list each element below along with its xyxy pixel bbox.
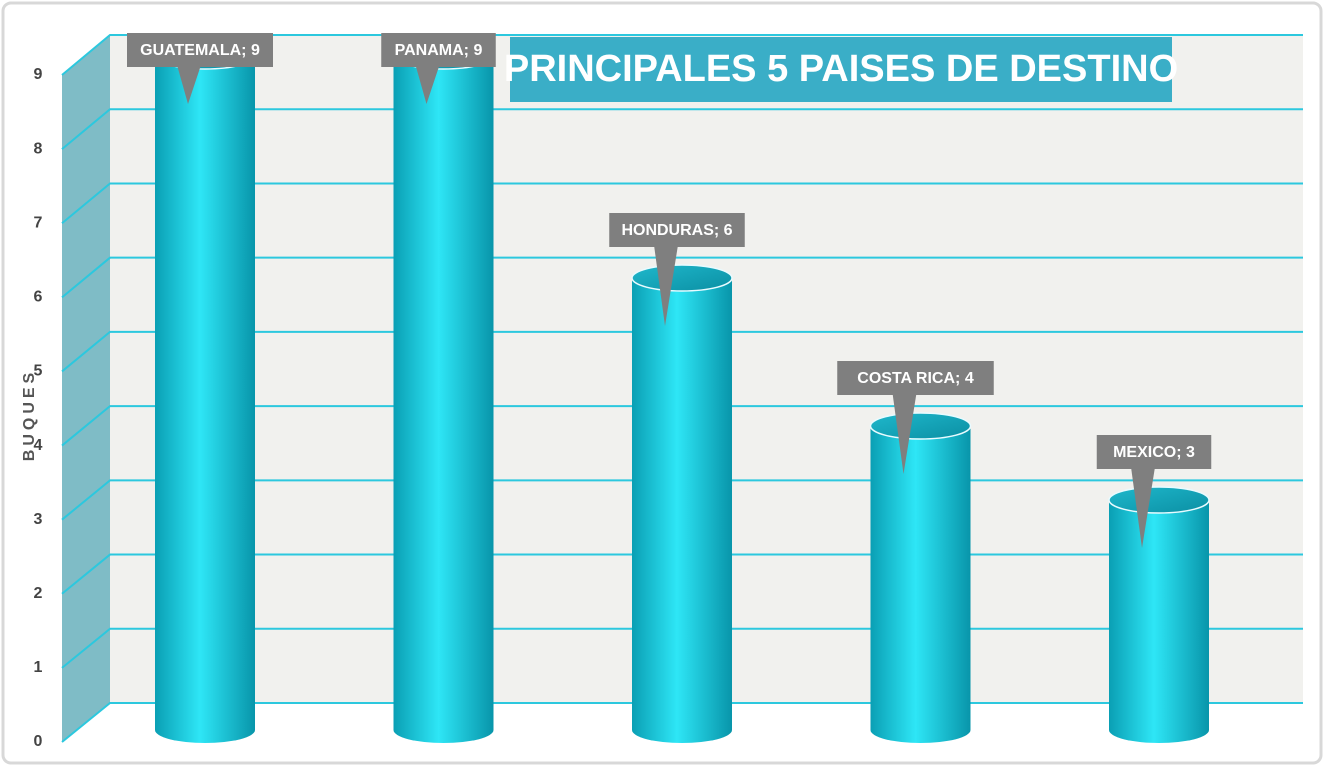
y-tick-label: 2	[34, 585, 43, 602]
label-box	[1096, 435, 1212, 469]
bar-top	[1108, 486, 1210, 514]
grid-line	[61, 182, 1303, 224]
y-tick-label: 7	[34, 214, 43, 231]
grid-line	[61, 330, 1303, 373]
title-box	[510, 37, 1172, 102]
y-tick-label: 0	[34, 733, 43, 750]
side-wall	[62, 35, 110, 742]
data-label: GUATEMALA; 9	[140, 42, 260, 59]
bar	[155, 56, 255, 743]
y-tick-label: 3	[34, 511, 43, 528]
label-box	[837, 361, 994, 395]
label-box	[381, 33, 496, 67]
bar	[393, 56, 494, 743]
grid-line	[61, 256, 1303, 299]
y-tick-label: 6	[34, 289, 43, 306]
grid-line	[61, 34, 1303, 76]
y-tick-label: 1	[34, 659, 43, 676]
y-tick-label: 4	[34, 437, 43, 454]
data-label: HONDURAS; 6	[621, 222, 732, 239]
bar-top	[631, 264, 733, 292]
label-pointer	[415, 65, 440, 104]
chart-title: PRINCIPALES 5 PAISES DE DESTINO	[504, 48, 1178, 90]
y-tick-label: 8	[34, 140, 43, 157]
label-pointer	[654, 245, 678, 326]
bar	[1109, 500, 1209, 743]
bar	[870, 426, 971, 743]
label-box	[127, 33, 273, 67]
grid-line	[61, 108, 1303, 150]
data-label: PANAMA; 9	[395, 42, 483, 59]
data-label: MEXICO; 3	[1113, 444, 1195, 461]
bar-top	[869, 412, 972, 440]
y-tick-label: 9	[34, 66, 43, 83]
y-tick-label: 5	[34, 363, 43, 380]
label-box	[609, 213, 745, 247]
data-label: COSTA RICA; 4	[857, 370, 974, 387]
label-pointer	[1131, 467, 1155, 548]
label-pointer	[892, 393, 917, 474]
y-axis-label: BUQUES	[21, 369, 38, 461]
bar	[632, 278, 732, 743]
label-pointer	[177, 65, 201, 104]
